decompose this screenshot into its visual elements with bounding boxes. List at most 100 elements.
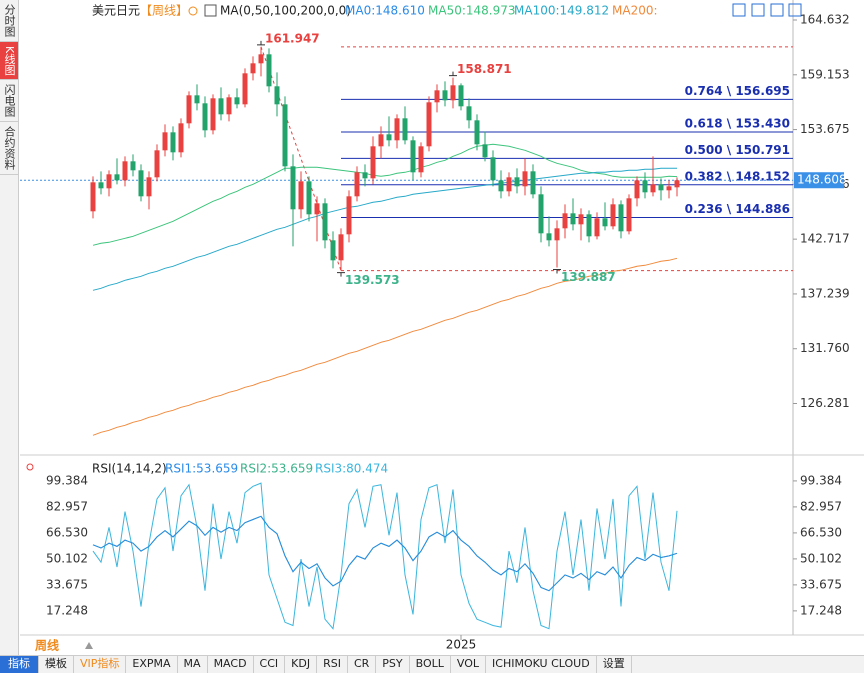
toolbar-icons [732, 3, 802, 17]
indicator: MA(0,50,100,200,0,0) [220, 4, 351, 18]
y-tick-label: 126.281 [800, 396, 850, 410]
candle-body [114, 174, 120, 181]
legend-entry: RSI3:80.474 [315, 462, 388, 476]
toolbar-tab[interactable]: 指标 [0, 656, 39, 673]
side-tab[interactable]: K线图 [0, 42, 18, 81]
y-tick-label: 17.248 [46, 603, 88, 617]
icon[interactable] [26, 463, 34, 471]
toolbar-tab[interactable]: ICHIMOKU CLOUD [486, 656, 597, 673]
candle-body [194, 95, 200, 104]
toolbar-tab[interactable]: 模板 [39, 656, 74, 673]
fib-label: 0.764 \ 156.695 [685, 84, 790, 98]
candle-body [594, 218, 600, 237]
candle-body [514, 177, 520, 187]
candle-body [122, 161, 128, 181]
candle-body [450, 85, 456, 101]
candle-body [490, 157, 496, 181]
toolbar-tab[interactable]: KDJ [285, 656, 318, 673]
toolbar-tab[interactable]: 设置 [597, 656, 632, 673]
candle-body [522, 171, 528, 187]
extreme-marker [257, 40, 265, 46]
candle-body [290, 166, 296, 210]
ma-line [92, 257, 678, 436]
candle-body [378, 134, 384, 147]
candle-body [154, 150, 160, 178]
candle-body [98, 182, 104, 189]
ma-line [92, 167, 677, 291]
toolbar-tab[interactable]: VOL [451, 656, 487, 673]
candle-body [362, 172, 368, 179]
toolbar: 指标 模板 VIP指标 EXPMA MA MACD CCI KDJ RSI CR PSY BOLL VO… [0, 655, 864, 673]
candle-body [506, 177, 512, 192]
toolbar-tab[interactable]: BOLL [410, 656, 451, 673]
x-tick-label: 2025 [446, 638, 477, 652]
candle-body [386, 134, 392, 141]
y-tick-label: 164.632 [800, 13, 850, 27]
side-tab[interactable]: 闪电图 [0, 80, 18, 123]
rsi-line [92, 515, 678, 592]
toolbar-tab[interactable]: CCI [254, 656, 286, 673]
candle-body [178, 123, 184, 153]
extreme-label: 139.573 [345, 273, 400, 287]
candle-body [218, 98, 224, 115]
candle-body [530, 171, 536, 195]
candle-body [274, 86, 280, 105]
candle-body [538, 194, 544, 234]
y-tick-label: 33.675 [800, 577, 842, 591]
candle-body [330, 240, 336, 261]
toolbar-tab[interactable]: MACD [208, 656, 254, 673]
y-tick-label: 159.153 [800, 67, 850, 81]
legend-entry: RSI1:53.659 [165, 462, 238, 476]
toolbar-tab[interactable]: MA [178, 656, 208, 673]
toolbar-tab[interactable]: CR [348, 656, 377, 673]
candle-body [250, 63, 256, 74]
candle-body [426, 102, 432, 147]
extreme-label: 161.947 [265, 31, 320, 45]
icon[interactable] [204, 4, 217, 17]
y-tick-label: 66.530 [800, 525, 842, 539]
toolbar-tab[interactable]: VIP指标 [74, 656, 127, 673]
last-price-label: 148.608 [797, 173, 847, 187]
candle-body [130, 161, 136, 171]
candle-body [146, 177, 152, 197]
legend-entry: MA0:148.610 [345, 4, 425, 18]
icon[interactable] [751, 3, 765, 17]
period-selector[interactable]: 周线 [35, 638, 59, 653]
toolbar-tab[interactable]: RSI [317, 656, 348, 673]
extreme-label: 139.887 [561, 270, 616, 284]
fib-label: 0.236 \ 144.886 [685, 202, 790, 216]
icon[interactable] [770, 3, 784, 17]
candle-body [410, 140, 416, 173]
candle-body [90, 182, 96, 212]
rsi-title: RSI(14,14,2) [92, 462, 167, 476]
y-tick-label: 82.957 [46, 499, 88, 513]
side-tab[interactable]: 分时图 [0, 0, 18, 42]
icon[interactable] [85, 642, 93, 649]
candle-body [186, 95, 192, 124]
legend-entry: MA50:148.973 [428, 4, 516, 18]
candle-body [610, 204, 616, 227]
candle-body [634, 180, 640, 199]
candle-body [586, 214, 592, 237]
icon[interactable] [788, 3, 802, 17]
candle-body [370, 146, 376, 179]
candle-body [482, 144, 488, 158]
sidebar: 分时图 K线图 闪电图 合约资料 [0, 0, 19, 655]
extreme-label: 158.871 [457, 62, 512, 76]
toolbar-tab[interactable]: PSY [376, 656, 410, 673]
candle-body [306, 181, 312, 215]
candle-body [666, 186, 672, 191]
y-tick-label: 99.384 [800, 473, 842, 487]
candle-body [338, 234, 344, 261]
candle-body [418, 146, 424, 173]
candle-body [346, 196, 352, 235]
y-tick-label: 33.675 [46, 577, 88, 591]
icon[interactable] [732, 3, 746, 17]
candle-body [394, 118, 400, 141]
candle-body [546, 233, 552, 241]
icon[interactable] [188, 6, 198, 16]
toolbar-tab[interactable]: EXPMA [126, 656, 178, 673]
side-tab[interactable]: 合约资料 [0, 122, 18, 176]
chart: 美元日元 【周线】 MA(0,50,100,200,0,0) RSI(14,14… [20, 0, 864, 653]
